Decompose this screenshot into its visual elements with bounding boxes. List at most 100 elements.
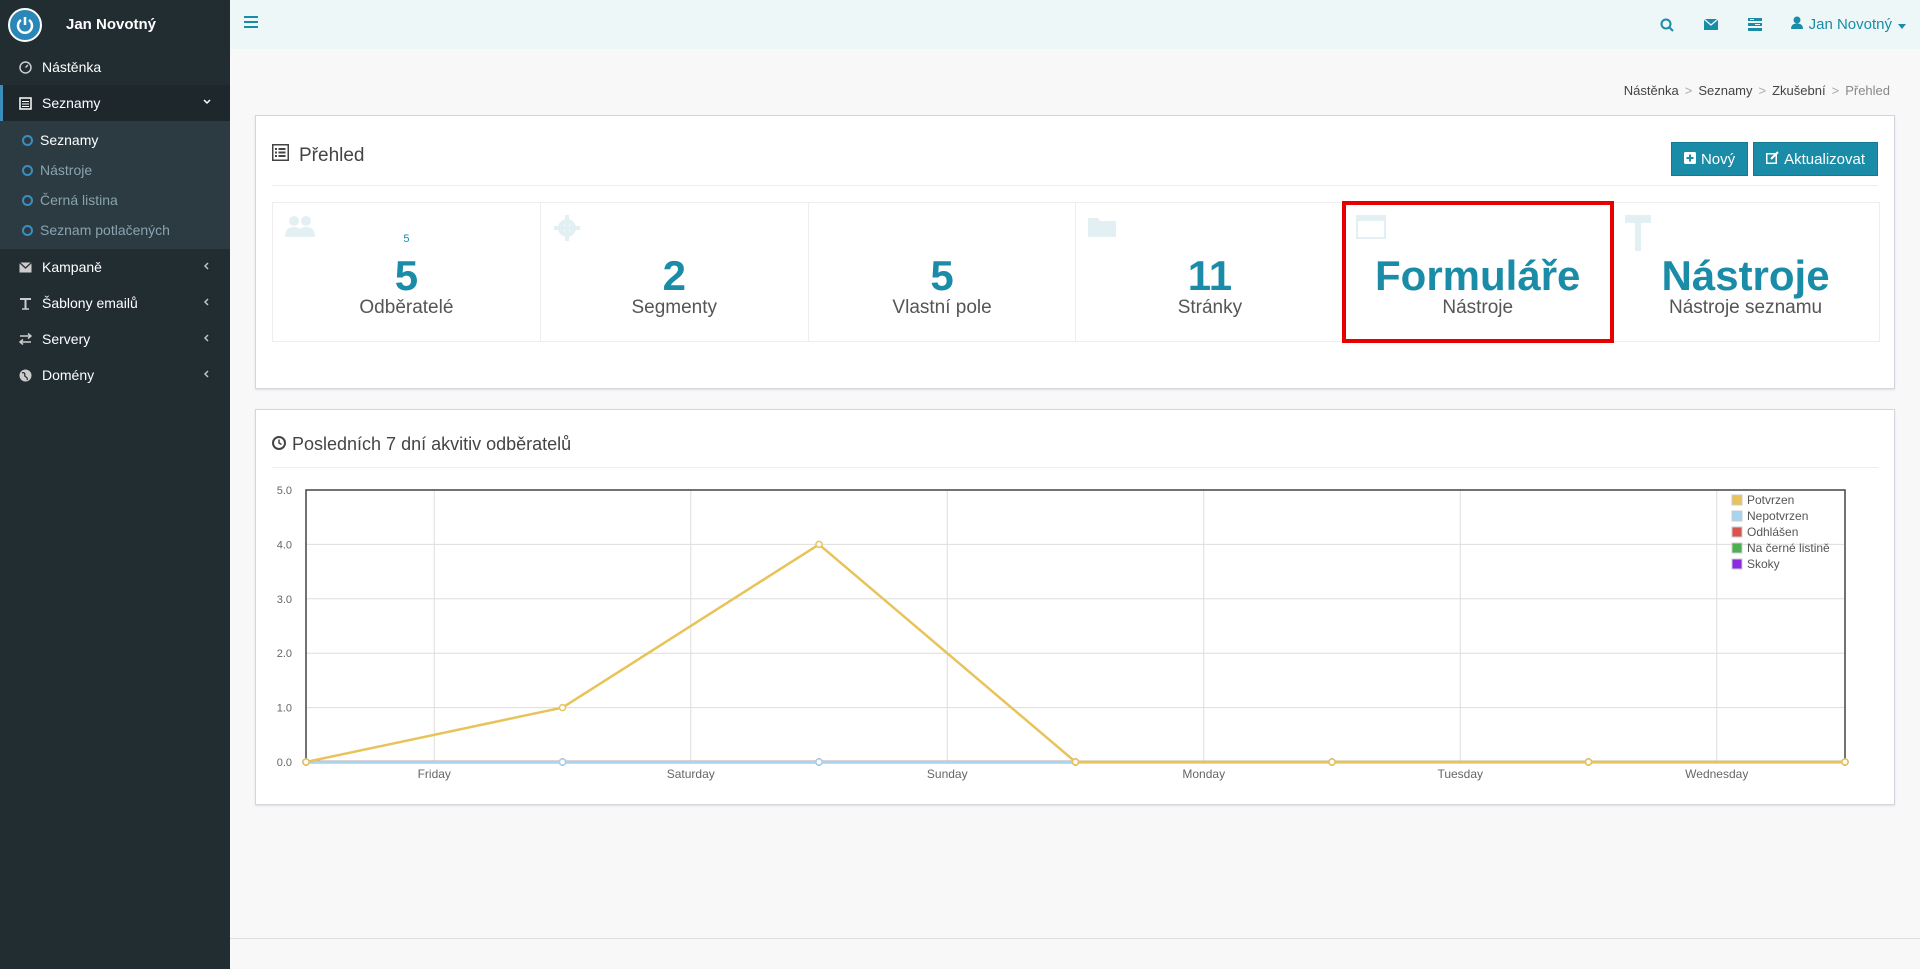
circle-icon [22, 224, 33, 236]
data-point [558, 703, 567, 712]
search-icon[interactable] [1659, 17, 1675, 33]
y-tick-label: 4.0 [277, 539, 292, 551]
folder-icon [1088, 215, 1117, 239]
stat-subscribers[interactable]: 5 5 Odběratelé [273, 203, 541, 341]
sidebar-item-domeny[interactable]: Domény [0, 357, 230, 393]
stat-custom-fields[interactable]: 5 Vlastní pole [809, 203, 1077, 341]
submenu-item-seznamy[interactable]: Seznamy [0, 125, 230, 155]
sidebar-submenu: Seznamy Nástroje Černá listina Seznam po… [0, 121, 230, 249]
y-tick-label: 2.0 [277, 648, 292, 660]
activity-box: Posledních 7 dní akvitiv odběratelů 0.0 1… [255, 409, 1895, 805]
user-menu[interactable]: Jan Novotný [1790, 16, 1906, 33]
stat-list-tools[interactable]: Nástroje Nástroje seznamu [1612, 203, 1879, 341]
x-tick-label: Wednesday [1685, 767, 1748, 781]
sidebar-item-label: Nástěnka [42, 59, 102, 75]
stat-label: Odběratelé [359, 297, 454, 318]
plus-square-icon [1683, 151, 1696, 168]
data-point [815, 540, 823, 549]
submenu-item-label: Černá listina [40, 192, 118, 208]
envelope-icon [18, 260, 32, 274]
breadcrumb-separator: > [1684, 83, 1693, 98]
breadcrumb-item-nastenka[interactable]: Nástěnka [1623, 83, 1679, 98]
hammer-icon [1624, 215, 1652, 251]
sidebar-item-label: Seznamy [42, 95, 101, 111]
chevron-left-icon [202, 260, 212, 274]
sidebar-item-sablony[interactable]: Šablony emailů [0, 285, 230, 321]
exchange-icon [18, 332, 32, 346]
envelope-icon[interactable] [1703, 17, 1719, 33]
stat-label: Stránky [1177, 297, 1243, 318]
y-tick-label: 0.0 [277, 757, 292, 769]
brand-name: Jan Novotný [66, 16, 157, 33]
stat-small-value: 5 [403, 233, 410, 245]
stat-segments[interactable]: 2 Segmenty [541, 203, 809, 341]
divider [272, 467, 1878, 468]
clock-icon [272, 434, 286, 455]
overview-box: Přehled Nový Aktualizovat 5 5 Odběratelé… [255, 115, 1895, 389]
legend-label: Skoky [1747, 557, 1780, 571]
footer-divider [230, 938, 1920, 939]
hamburger-menu-icon[interactable] [244, 16, 258, 31]
submenu-item-nastroje[interactable]: Nástroje [0, 155, 230, 185]
brand[interactable]: Jan Novotný [0, 0, 230, 49]
sidebar-item-label: Kampaně [42, 259, 102, 275]
data-point [1328, 758, 1336, 766]
text-icon [18, 296, 32, 310]
sidebar-item-servery[interactable]: Servery [0, 321, 230, 357]
stat-label: Nástroje seznamu [1668, 297, 1823, 318]
submenu-item-label: Seznamy [40, 132, 99, 148]
submenu-item-label: Nástroje [40, 162, 93, 178]
sidebar-item-seznamy[interactable]: Seznamy [0, 85, 230, 121]
x-tick-label: Tuesday [1437, 767, 1483, 781]
sidebar-item-label: Domény [42, 367, 95, 383]
submenu-item-label: Seznam potlačených [40, 222, 170, 238]
legend-label: Nepotvrzen [1747, 509, 1808, 523]
chevron-down-icon [202, 96, 212, 110]
breadcrumb-item-zkusebni[interactable]: Zkušební [1772, 83, 1826, 98]
overview-title-text: Přehled [299, 144, 365, 166]
data-point [815, 758, 823, 766]
legend-label: Odhlášen [1747, 525, 1798, 539]
chevron-left-icon [202, 332, 212, 346]
stat-label: Vlastní pole [892, 297, 992, 318]
legend-swatch [1731, 510, 1743, 522]
caret-down-icon [1898, 16, 1906, 33]
user-menu-label: Jan Novotný [1808, 16, 1892, 33]
users-icon [285, 215, 315, 239]
x-tick-label: Friday [418, 767, 451, 781]
legend-swatch [1731, 526, 1743, 538]
new-button-label: Nový [1700, 150, 1736, 168]
y-tick-label: 3.0 [277, 594, 292, 606]
new-button[interactable]: Nový [1670, 142, 1749, 176]
stat-pages[interactable]: 11 Stránky [1076, 203, 1345, 341]
activity-title-text: Posledních 7 dní akvitiv odběratelů [292, 434, 572, 454]
data-point [558, 758, 567, 766]
list-icon [18, 96, 32, 110]
top-header: Jan Novotný [230, 0, 1920, 49]
submenu-item-potlacenych[interactable]: Seznam potlačených [0, 215, 230, 245]
chevron-left-icon [202, 296, 212, 310]
x-tick-label: Monday [1182, 767, 1225, 781]
power-logo-icon [8, 7, 42, 42]
stat-forms[interactable]: Formuláře Nástroje [1342, 201, 1615, 343]
data-point [1071, 758, 1080, 766]
refresh-button[interactable]: Aktualizovat [1753, 142, 1878, 176]
breadcrumb-separator: > [1758, 83, 1767, 98]
tasks-icon[interactable] [1747, 17, 1763, 33]
circle-icon [22, 164, 33, 176]
data-point [1584, 758, 1593, 766]
edit-icon [1766, 150, 1779, 168]
sidebar-item-nastenka[interactable]: Nástěnka [0, 49, 230, 85]
legend-label: Potvrzen [1747, 493, 1794, 507]
plot-frame [305, 489, 1846, 763]
sidebar-item-kampane[interactable]: Kampaně [0, 249, 230, 285]
x-tick-label: Saturday [667, 767, 715, 781]
breadcrumb-item-seznamy[interactable]: Seznamy [1698, 83, 1753, 98]
legend-swatch [1731, 494, 1743, 506]
stat-value: 11 [1187, 252, 1233, 299]
divider [272, 185, 1878, 186]
data-point [1841, 758, 1849, 766]
x-tick-label: Sunday [927, 767, 968, 781]
submenu-item-cerna-listina[interactable]: Černá listina [0, 185, 230, 215]
globe-icon [18, 368, 32, 382]
